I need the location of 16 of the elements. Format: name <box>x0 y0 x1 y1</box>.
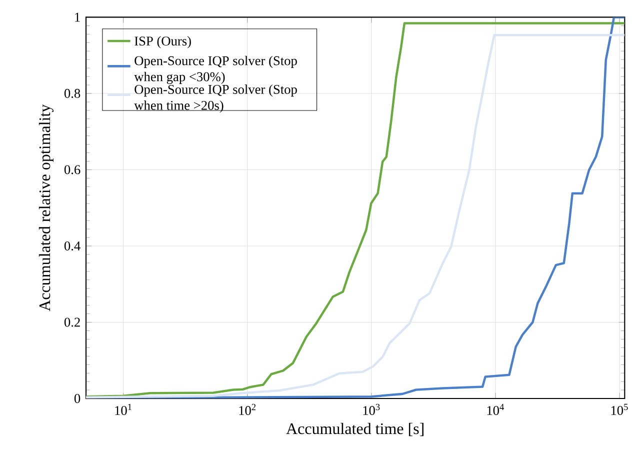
x-axis-title: Accumulated time [s] <box>286 422 424 436</box>
y-tick-label: 1 <box>75 12 80 22</box>
x-tick-label: 10$^{1}$ <box>115 404 132 416</box>
x-tick-label: 10$^{4}$ <box>487 404 504 416</box>
y-tick-label: 0 <box>74 394 80 404</box>
y-tick-label: 0.8 <box>64 88 80 98</box>
y-tick-label: 0.4 <box>64 241 80 251</box>
x-tick-label: 10$^{3}$ <box>363 404 380 416</box>
x-tick-label: 10$^{5}$ <box>611 404 628 415</box>
legend-label: ISP (Ours) <box>134 36 191 48</box>
x-tick-label: 10$^{2}$ <box>239 404 256 416</box>
y-tick-label: 0.6 <box>64 165 80 174</box>
legend-label: Open-Source IQP solver (Stop when gap <30%) <box>134 56 297 84</box>
y-tick-label: 0.2 <box>64 318 80 327</box>
y-axis-title: Accumulated relative optimality <box>38 104 54 312</box>
legend-label: Open-Source IQP solver (Stop when time >20s) <box>134 84 297 113</box>
